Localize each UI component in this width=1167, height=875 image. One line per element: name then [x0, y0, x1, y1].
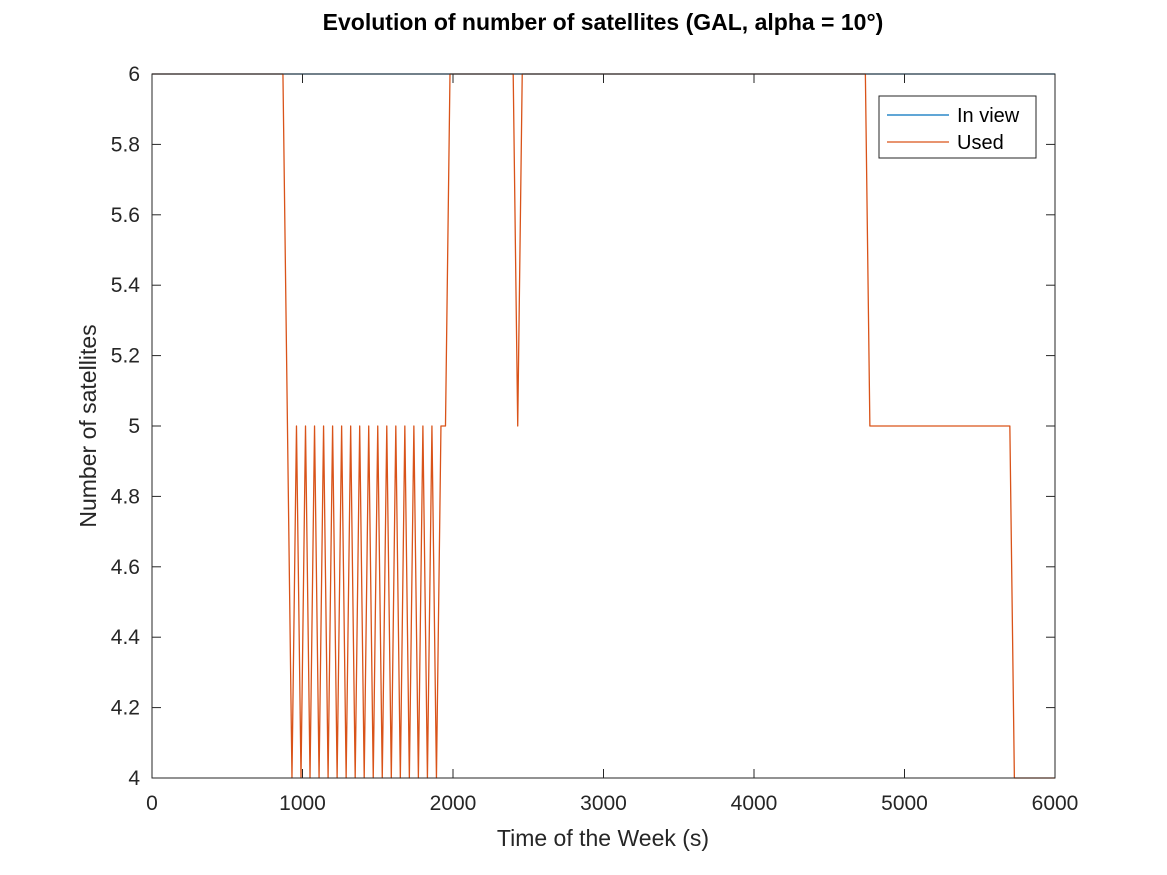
x-tick-label: 6000	[1032, 792, 1079, 815]
y-axis-label: Number of satellites	[75, 324, 101, 527]
y-tick-label: 6	[128, 63, 140, 86]
y-tick-label: 4.4	[111, 626, 141, 649]
legend-box	[878, 95, 1037, 159]
legend-entry-label: Used	[957, 132, 1004, 154]
chart-title: Evolution of number of satellites (GAL, …	[323, 9, 884, 35]
y-tick-label: 4	[128, 767, 140, 790]
axis-ticks: 0 1000 2000 3000 4000 5000 6000 4 4.2 4.4 4.6 4.8 5 5…	[111, 63, 1079, 815]
x-tick-label: 1000	[279, 792, 326, 815]
series-line-used	[152, 73, 1055, 779]
plot-area	[151, 73, 1056, 779]
y-tick-label: 4.8	[111, 485, 140, 508]
x-tick-label: 2000	[430, 792, 477, 815]
x-tick-label: 3000	[580, 792, 627, 815]
x-tick-label: 4000	[731, 792, 778, 815]
x-axis-label: Time of the Week (s)	[497, 825, 709, 851]
legend-entry-label: In view	[957, 105, 1020, 127]
y-tick-label: 5.6	[111, 204, 140, 227]
y-tick-label: 5.2	[111, 345, 140, 368]
legend: In view Used	[878, 95, 1037, 159]
y-tick-label: 5	[128, 415, 140, 438]
y-tick-label: 4.2	[111, 697, 140, 720]
x-tick-label: 0	[146, 792, 158, 815]
x-tick-label: 5000	[881, 792, 928, 815]
y-tick-label: 4.6	[111, 556, 140, 579]
y-tick-label: 5.8	[111, 133, 140, 156]
y-tick-label: 5.4	[111, 274, 141, 297]
